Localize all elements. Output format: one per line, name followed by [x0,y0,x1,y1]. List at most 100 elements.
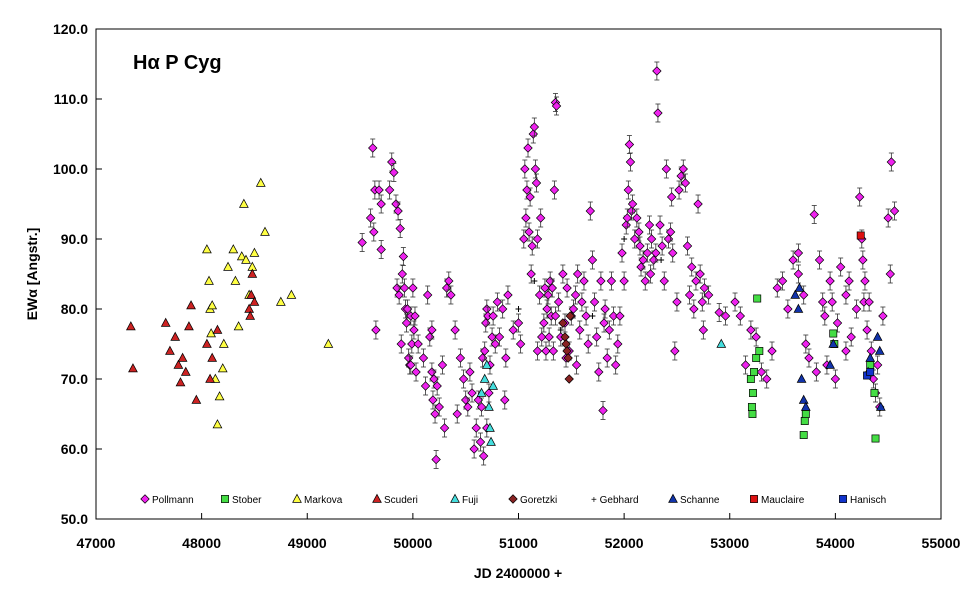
point-pollmann [497,304,508,314]
point-pollmann [527,241,537,251]
point-markova [238,198,249,208]
point-markova [275,296,286,306]
point-scuderi [245,310,256,320]
point-markova [218,338,229,348]
point-pollmann [418,353,429,363]
x-tick-label: 48000 [182,535,221,551]
point-pollmann [793,269,804,279]
point-pollmann [469,444,479,454]
point-stober [750,368,758,376]
point-pollmann [844,276,854,286]
point-stober [748,410,757,418]
legend-label-pollmann: Pollmann [152,495,194,506]
point-pollmann [666,192,677,202]
point-schanne [798,394,809,404]
point-pollmann [830,374,841,384]
point-pollmann [652,66,662,76]
point-pollmann [434,402,444,412]
point-pollmann [608,311,619,321]
point-scuderi [173,359,184,369]
point-schanne [865,352,876,362]
legend-label-markova: Markova [304,495,343,506]
point-pollmann [579,276,589,286]
point-pollmann [395,223,405,234]
point-markova [255,177,266,187]
point-pollmann [661,164,672,174]
point-pollmann [680,178,691,188]
legend-label-hanisch: Hanisch [850,495,886,506]
point-pollmann [682,241,693,251]
point-pollmann [886,157,897,167]
legend-marker-fuji [450,493,460,503]
point-pollmann [793,248,804,258]
point-markova [202,244,212,254]
point-pollmann [501,353,511,363]
point-markova [204,275,214,285]
point-fuji [486,436,496,446]
point-scuderi [160,317,171,327]
point-markova [286,289,297,299]
point-stober [829,329,838,338]
point-schanne [793,303,804,313]
point-pollmann [427,325,437,335]
point-pollmann [439,423,450,433]
point-pollmann [548,346,559,356]
point-schanne [794,282,805,292]
point-pollmann [678,164,688,174]
point-pollmann [854,192,865,202]
point-stober [749,389,757,397]
point-pollmann [814,255,825,265]
point-pollmann [684,290,695,300]
point-pollmann [860,276,870,286]
point-pollmann [674,185,684,195]
point-markova [228,244,239,254]
point-pollmann [832,318,843,328]
point-fuji [479,373,490,383]
point-pollmann [467,388,477,398]
point-scuderi [186,300,196,310]
point-pollmann [572,269,583,279]
x-tick-label: 50000 [393,535,432,551]
point-scuderi [205,373,215,383]
y-tick-label: 80.0 [61,301,88,317]
point-pollmann [465,367,475,377]
legend: Pollmann Stober Markova Scuderi Fuji Goretzki… [140,493,886,506]
point-pollmann [885,269,895,279]
point-pollmann [521,213,531,223]
legend-marker-stober [221,495,229,503]
point-fuji [484,401,494,411]
point-pollmann [626,206,637,216]
legend-marker-mauclaire [750,495,758,503]
point-fuji [488,380,499,390]
point-pollmann [494,332,505,342]
point-pollmann [500,395,510,405]
point-markova [223,261,233,271]
point-pollmann [410,311,420,321]
point-schanne [874,345,885,355]
point-pollmann [587,255,598,265]
point-schanne [800,401,811,411]
y-axis-title: EWα [Angstr.] [24,228,40,321]
point-pollmann [571,360,582,370]
point-pollmann [550,311,561,321]
legend-label-gebhard: + Gebhard [591,495,639,506]
point-pollmann [777,276,788,286]
point-stober [871,434,880,443]
point-pollmann [613,339,623,349]
point-pollmann [535,213,546,223]
point-pollmann [783,304,793,314]
point-pollmann [544,332,554,342]
point-pollmann [376,244,386,255]
point-pollmann [634,227,644,237]
point-pollmann [735,311,746,321]
point-stober [800,417,809,425]
point-markova [212,419,223,429]
legend-marker-goretzki [508,494,518,504]
point-pollmann [767,346,777,356]
point-pollmann [397,269,408,279]
point-goretzki [564,374,574,384]
point-pollmann [740,360,751,370]
point-pollmann [619,276,629,286]
point-pollmann [811,367,822,377]
